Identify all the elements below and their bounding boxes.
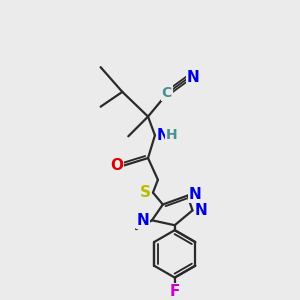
Text: N: N	[137, 213, 149, 228]
Text: H: H	[166, 128, 178, 142]
Text: N: N	[187, 70, 200, 85]
Text: C: C	[162, 86, 172, 100]
Text: O: O	[110, 158, 123, 173]
Text: N: N	[189, 187, 202, 202]
Text: N: N	[195, 203, 208, 218]
Text: S: S	[140, 185, 151, 200]
Text: F: F	[169, 284, 180, 299]
Text: N: N	[157, 128, 169, 143]
